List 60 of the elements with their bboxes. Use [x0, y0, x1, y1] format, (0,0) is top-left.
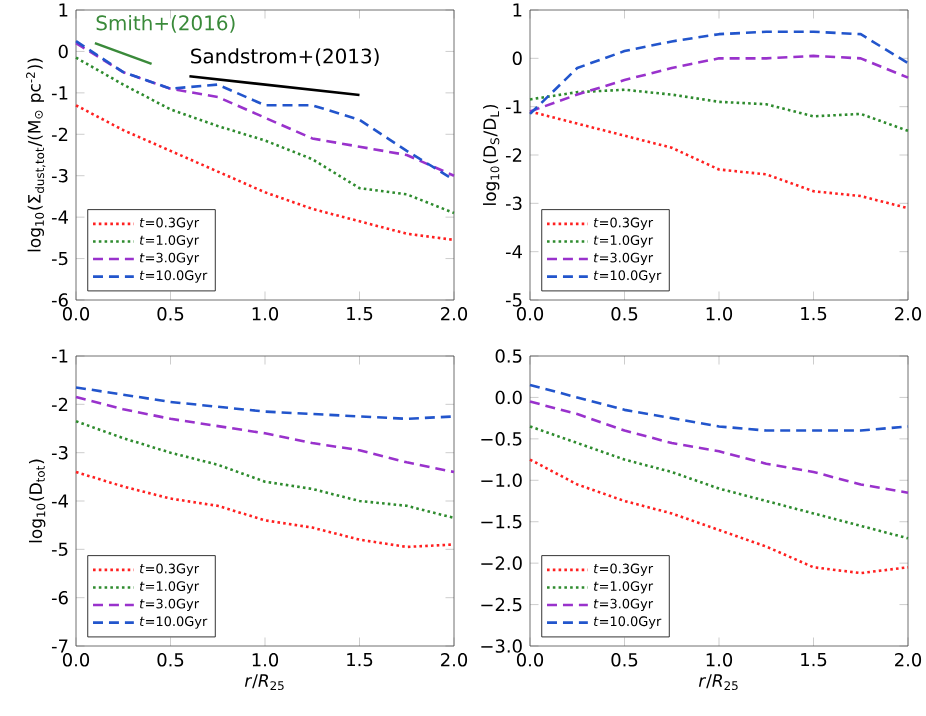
y-tick-label: -1 [51, 86, 68, 100]
x-tick-label: 1.5 [347, 307, 373, 321]
y-tick-label: -5 [505, 293, 522, 307]
y-tick-label: -5 [51, 542, 68, 556]
x-tick-label: 0.5 [157, 307, 184, 321]
y-tick-label: -5 [51, 251, 68, 266]
y-tick-label: -6 [51, 293, 68, 307]
y-tick-label: 1 [59, 3, 68, 17]
line-series [74, 419, 456, 520]
x-tick-label: 1.0 [252, 653, 279, 667]
x-tick-label: 1.0 [706, 653, 733, 667]
series-label: Smith+(2016) [96, 15, 235, 33]
y-tick-label: 1 [513, 3, 522, 17]
x-tick-label: 1.5 [801, 307, 827, 321]
x-tick-label: 2.0 [441, 653, 468, 667]
x-tick-label: 0.5 [611, 307, 638, 321]
line-series [528, 458, 910, 575]
y-tick-label: −3.0 [481, 639, 522, 653]
y-tick-label: -4 [505, 245, 522, 259]
x-tick-label: 1.0 [252, 307, 279, 321]
line-series [528, 88, 910, 133]
series-label: Sandstrom+(2013) [191, 48, 379, 66]
y-tick-label: -2 [505, 148, 522, 162]
y-tick-label: 0 [512, 51, 522, 66]
line-series [74, 470, 456, 549]
x-tick-label: 1.5 [347, 653, 373, 667]
y-tick-label: −2.0 [481, 556, 522, 570]
y-tick-label: −2.5 [481, 597, 522, 612]
y-axis-title: log$_{10}$(D$_{tot}$) [28, 459, 46, 543]
y-tick-label: -4 [51, 494, 68, 508]
y-tick-label: -3 [505, 196, 522, 211]
x-axis-title: r/R$_{25}$ [244, 674, 284, 691]
x-tick-label: 0.5 [157, 653, 184, 667]
y-tick-label: -2 [51, 397, 68, 411]
line-series [528, 30, 910, 116]
y-axis-title: log$_{10}$(D$_{S}$/D$_{L}$) [482, 104, 500, 205]
y-tick-label: −1.0 [481, 473, 522, 488]
x-tick-label: 2.0 [895, 653, 922, 667]
x-tick-label: 1.0 [706, 307, 733, 321]
line-series [528, 400, 910, 495]
y-tick-label: -7 [51, 639, 68, 653]
y-tick-label: -6 [51, 590, 68, 605]
y-tick-label: -3 [51, 445, 68, 460]
y-tick-label: 0.0 [495, 390, 522, 405]
x-tick-label: 2.0 [895, 307, 922, 321]
text: log$_{10}$(Σ$_{dust,tot}$/(M$_{⊙}$ pc$^{-2}$)) [26, 58, 46, 252]
y-tick-label: −0.5 [481, 432, 522, 446]
y-tick-label: -1 [51, 349, 68, 363]
y-tick-label: -2 [51, 127, 68, 141]
x-axis-title: r/R$_{25}$ [698, 674, 738, 691]
line-series [528, 54, 910, 113]
y-tick-label: -3 [51, 168, 68, 183]
y-tick-label: 0.5 [495, 349, 522, 363]
x-tick-label: 1.5 [801, 653, 827, 667]
y-tick-label: −1.5 [481, 515, 522, 529]
y-tick-label: 0 [58, 44, 68, 59]
x-tick-label: 0.5 [611, 653, 638, 667]
y-tick-label: -4 [51, 210, 68, 224]
x-tick-label: 2.0 [441, 307, 468, 321]
y-tick-label: -1 [505, 100, 522, 114]
